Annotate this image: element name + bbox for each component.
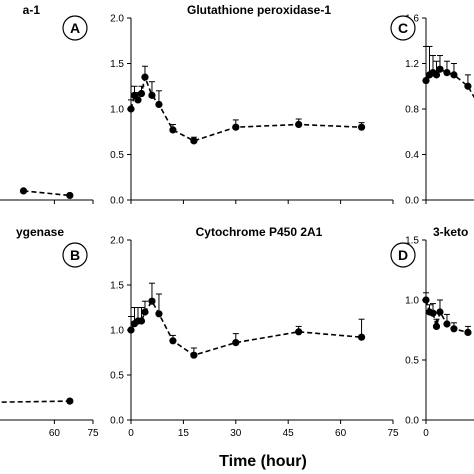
data-point — [295, 328, 303, 336]
panel-badge-label: B — [70, 247, 80, 263]
data-point — [429, 309, 437, 317]
data-point — [357, 123, 366, 131]
y-tick-label: 1.0 — [405, 296, 419, 307]
y-tick-label: 0.4 — [405, 150, 419, 161]
y-tick-label: 1.6 — [405, 14, 419, 25]
panel-title: ygenase — [16, 225, 64, 239]
y-tick-label: 0.5 — [110, 371, 124, 382]
x-tick-label: 0 — [423, 428, 429, 439]
panel-c-right-partial: 0.0 0.4 0.8 1.2 1.6C — [390, 14, 474, 207]
series-line — [425, 68, 474, 99]
data-point — [127, 326, 135, 334]
data-point — [155, 100, 163, 109]
panel-badge-circle — [62, 242, 88, 268]
panel-badge-label: C — [398, 20, 408, 36]
data-point — [464, 328, 472, 336]
data-point — [137, 317, 146, 325]
data-point — [443, 69, 451, 77]
data-point — [436, 65, 444, 73]
data-point — [169, 337, 177, 345]
panel-badge-circle — [390, 15, 416, 41]
data-point — [155, 310, 163, 318]
y-tick-label: 0.5 — [405, 356, 419, 367]
panel-badge-circle — [390, 242, 416, 268]
y-tick-label: 1.5 — [110, 59, 124, 70]
data-point — [295, 120, 303, 129]
panel-a-left-partial: a-1 A — [0, 3, 94, 204]
data-point — [232, 339, 240, 347]
y-tick-label: 0.8 — [405, 105, 419, 116]
data-point — [357, 333, 366, 341]
panel-badge-circle — [62, 15, 88, 41]
panel-d-right-partial: 0.0 0.5 1.0 1.5 0 3-keto D — [390, 225, 474, 439]
series-line — [23, 190, 70, 197]
y-tick-label: 1.0 — [110, 326, 124, 337]
y-tick-label: 1.2 — [405, 59, 419, 70]
data-point — [141, 73, 149, 81]
data-point — [137, 89, 146, 98]
data-point — [450, 325, 458, 333]
series-line — [0, 400, 70, 403]
series-line — [130, 74, 362, 142]
x-tick-label: 0 — [128, 428, 134, 439]
panel-title: Glutathione peroxidase-1 — [187, 3, 331, 17]
data-point — [19, 187, 28, 195]
y-tick-label: 0.0 — [110, 416, 124, 427]
x-tick-label: 30 — [230, 428, 242, 439]
panel-title: Cytochrome P450 2A1 — [196, 225, 323, 239]
data-point — [127, 105, 135, 113]
data-point — [464, 82, 472, 90]
data-point — [422, 76, 430, 85]
data-point — [148, 91, 156, 99]
panel-title: a-1 — [23, 3, 41, 17]
x-axis-label: Time (hour) — [219, 453, 307, 470]
data-point — [232, 123, 240, 131]
x-tick-label: 75 — [387, 428, 399, 439]
data-point — [450, 71, 458, 79]
y-tick-label: 0.0 — [110, 196, 124, 207]
y-tick-label: 1.5 — [110, 281, 124, 292]
panel-gpx1: 0.0 0.5 1.0 1.5 2.0 Glutathione peroxidase-1 — [110, 3, 394, 207]
panel-cyp2a1: 0.0 0.5 1.0 1.5 2.0 0 15 30 45 60 75 Cytochrome P45… — [110, 225, 399, 439]
x-tick-label: 60 — [49, 428, 61, 439]
data-point — [66, 397, 74, 405]
data-point — [66, 191, 74, 200]
panel-title: 3-keto — [433, 225, 468, 239]
y-tick-label: 0.0 — [405, 196, 419, 207]
data-point — [422, 296, 430, 304]
x-tick-label: 15 — [178, 428, 190, 439]
data-point — [432, 71, 441, 79]
x-tick-label: 60 — [335, 428, 347, 439]
data-point — [432, 322, 441, 330]
y-tick-label: 0.5 — [110, 150, 124, 161]
data-point — [169, 126, 177, 134]
data-point — [443, 320, 451, 328]
y-tick-label: 2.0 — [110, 236, 124, 247]
data-point — [190, 137, 198, 145]
data-point — [134, 96, 142, 104]
data-point — [436, 308, 444, 316]
y-tick-label: 1.5 — [405, 236, 419, 247]
data-point — [141, 308, 149, 316]
y-tick-label: 2.0 — [110, 14, 124, 25]
series-line — [130, 299, 362, 357]
panel-badge-label: D — [398, 247, 408, 263]
x-tick-label: 75 — [87, 428, 99, 439]
x-tick-label: 45 — [283, 428, 295, 439]
y-tick-label: 0.0 — [405, 416, 419, 427]
panel-b-left-partial: 60 75 ygenase B — [0, 225, 99, 439]
y-tick-label: 1.0 — [110, 105, 124, 116]
data-point — [190, 351, 198, 359]
panel-badge-label: A — [70, 20, 80, 36]
data-point — [148, 297, 156, 305]
